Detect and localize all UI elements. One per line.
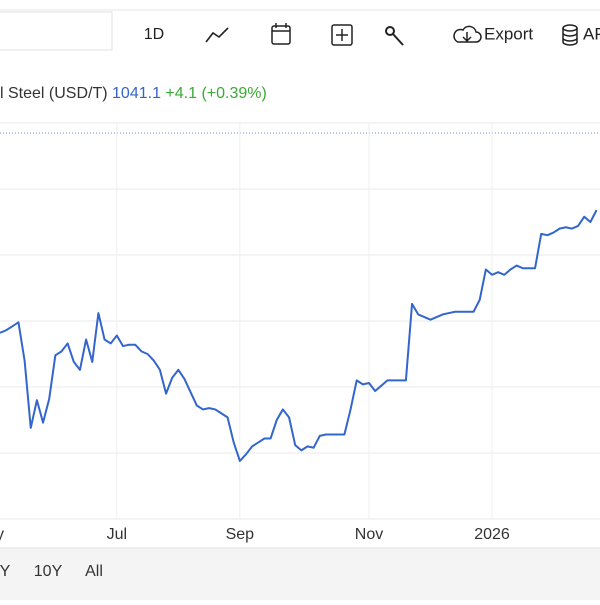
x-tick-label: 2026 — [474, 526, 510, 543]
instrument-name: l Steel (USD/T) — [0, 85, 108, 102]
price: 1041.1 — [112, 85, 161, 102]
instrument-header: l Steel (USD/T) 1041.1 +4.1 (+0.39%) — [0, 85, 267, 102]
export-icon[interactable] — [453, 25, 482, 43]
export-button[interactable]: Export — [484, 24, 533, 43]
range-option[interactable]: Y — [0, 563, 11, 580]
add-icon[interactable] — [331, 24, 353, 46]
calendar-icon[interactable] — [271, 23, 291, 45]
x-tick-label: Jul — [107, 526, 127, 543]
range-option[interactable]: All — [85, 563, 103, 580]
chart-type-icon[interactable] — [205, 27, 229, 43]
price-change: +4.1 (+0.39%) — [165, 85, 266, 102]
x-tick-label: y — [0, 526, 4, 543]
range-button[interactable]: 1D — [144, 26, 164, 43]
tools-icon[interactable] — [385, 26, 404, 46]
range-option[interactable]: 10Y — [34, 563, 63, 580]
api-icon[interactable] — [562, 24, 578, 46]
x-tick-label: Sep — [226, 526, 255, 543]
x-tick-label: Nov — [355, 526, 383, 543]
price-line — [0, 209, 598, 462]
api-button[interactable]: AP — [583, 24, 600, 43]
range-bar — [0, 548, 600, 600]
search-box[interactable] — [0, 11, 113, 51]
